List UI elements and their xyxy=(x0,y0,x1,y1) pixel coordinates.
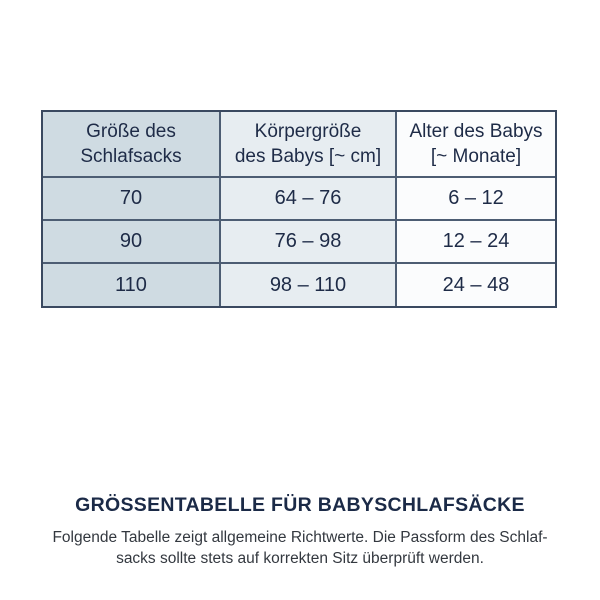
header-line: Körpergröße xyxy=(254,120,362,142)
header-cell-sleeping-bag-size: Größe des Schlafsacks xyxy=(43,112,219,176)
caption-line-1: Folgende Tabelle zeigt allgemeine Richtw… xyxy=(52,529,548,546)
caption-line-2: sacks sollte stets auf korrekten Sitz üb… xyxy=(116,550,484,567)
cell-height-range: 76 – 98 xyxy=(221,221,395,262)
header-line: Schlafsacks xyxy=(80,146,182,167)
footer-text-block: GRÖSSENTABELLE FÜR BABYSCHLAFSÄCKE Folge… xyxy=(0,494,600,569)
header-line: Größe des xyxy=(86,120,176,142)
cell-height-range: 98 – 110 xyxy=(221,264,395,306)
cell-age-range: 24 – 48 xyxy=(397,264,555,306)
cell-size: 90 xyxy=(43,221,219,262)
cell-height-range: 64 – 76 xyxy=(221,178,395,219)
footer-title: GRÖSSENTABELLE FÜR BABYSCHLAFSÄCKE xyxy=(75,494,525,516)
header-line: Alter des Babys xyxy=(409,120,543,142)
header-line: [~ Monate] xyxy=(430,146,522,167)
cell-age-range: 6 – 12 xyxy=(397,178,555,219)
baby-sleeping-bag-size-table: Größe des Schlafsacks Körpergröße des Ba… xyxy=(41,110,557,308)
cell-size: 70 xyxy=(43,178,219,219)
cell-size: 110 xyxy=(43,264,219,306)
header-cell-body-height: Körpergröße des Babys [~ cm] xyxy=(221,112,395,176)
header-cell-baby-age: Alter des Babys [~ Monate] xyxy=(397,112,555,176)
header-line: des Babys [~ cm] xyxy=(234,146,382,167)
cell-age-range: 12 – 24 xyxy=(397,221,555,262)
